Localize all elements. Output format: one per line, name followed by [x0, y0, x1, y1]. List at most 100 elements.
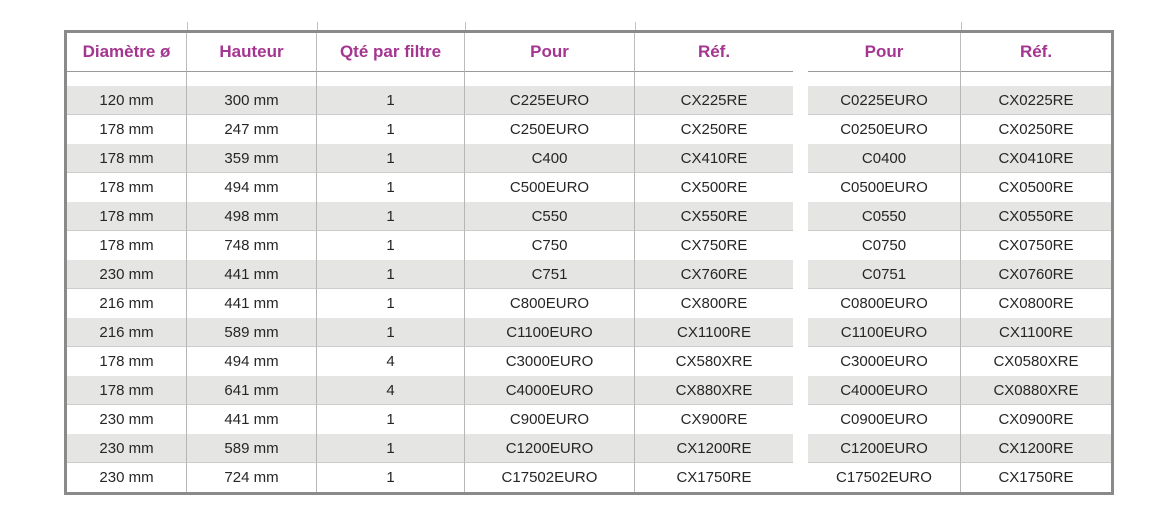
spacer-cell — [317, 72, 465, 86]
table-cell: 178 mm — [67, 144, 187, 173]
table-cell: C4000EURO — [808, 376, 961, 405]
table-cell: 1 — [317, 173, 465, 202]
table-cell: C0250EURO — [808, 115, 961, 144]
table-cell: CX0500RE — [998, 179, 1074, 196]
row-gap — [793, 173, 808, 202]
spacer-cell — [465, 72, 635, 86]
table-cell: 359 mm — [187, 144, 317, 173]
table-cell: 178 mm — [67, 376, 187, 405]
table-cell: CX900RE — [680, 411, 748, 428]
table-cell: 589 mm — [187, 434, 317, 463]
table-cell: CX0550RE — [961, 202, 1111, 231]
table-cell: 441 mm — [187, 289, 317, 318]
table-cell: 230 mm — [67, 463, 187, 492]
table-cell: CX0410RE — [961, 144, 1111, 173]
row-gap — [793, 202, 808, 231]
row-gap — [793, 231, 808, 260]
table-cell: 1 — [317, 115, 465, 144]
table-cell: C0225EURO — [808, 86, 961, 115]
row-gap — [793, 434, 808, 463]
table-cell: C0750 — [808, 231, 961, 260]
row-gap — [793, 318, 808, 347]
table-cell: 300 mm — [187, 86, 317, 115]
table-cell: CX1200RE — [961, 434, 1111, 463]
table-cell: C0550 — [808, 202, 961, 231]
table-cell: 178 mm — [67, 347, 187, 376]
table-cell: CX500RE — [680, 179, 748, 196]
table-cell: 441 mm — [187, 260, 317, 289]
header-hauteur: Hauteur — [187, 33, 317, 72]
table-cell: C0751 — [808, 260, 961, 289]
table-cell: CX1750RE — [998, 469, 1074, 486]
column-divider-stub — [187, 22, 188, 30]
product-filter-table: Diamètre ø Hauteur Qté par filtre Pour R… — [64, 22, 1114, 495]
column-divider-stub — [961, 22, 962, 30]
table-cell: C550 — [465, 202, 635, 231]
table-cell: CX800RE — [680, 295, 748, 312]
table-cell: CX0880XRE — [961, 376, 1111, 405]
table-cell: 1 — [317, 144, 465, 173]
table-cell: 724 mm — [187, 463, 317, 492]
table-cell: CX580XRE — [675, 353, 753, 370]
row-gap — [793, 376, 808, 405]
table-cell: 178 mm — [67, 202, 187, 231]
table-cell: CX0760RE — [961, 260, 1111, 289]
table-cell: CX1100RE — [961, 318, 1111, 347]
table-cell: 494 mm — [187, 347, 317, 376]
table-cell: C17502EURO — [465, 463, 635, 492]
table-cell: CX0800RE — [998, 295, 1074, 312]
table-cell: 589 mm — [187, 318, 317, 347]
table-cell: CX750RE — [680, 237, 748, 254]
table-cell: CX550RE — [635, 202, 793, 231]
table-cell: 1 — [317, 434, 465, 463]
table-cell: C3000EURO — [465, 347, 635, 376]
table-cell: 120 mm — [67, 86, 187, 115]
header-ref-1: Réf. — [635, 33, 793, 72]
row-gap — [793, 115, 808, 144]
table-cell: 178 mm — [67, 173, 187, 202]
table-cell: 4 — [317, 347, 465, 376]
table-cell: C900EURO — [465, 405, 635, 434]
spacer-cell — [808, 72, 961, 86]
table-cell: C4000EURO — [465, 376, 635, 405]
table-cell: C1200EURO — [465, 434, 635, 463]
table-cell: 498 mm — [187, 202, 317, 231]
table-cell: CX1200RE — [635, 434, 793, 463]
table-cell: 230 mm — [67, 434, 187, 463]
table-cell: CX0750RE — [998, 237, 1074, 254]
table-cell: 1 — [317, 231, 465, 260]
table-cell: 178 mm — [67, 231, 187, 260]
spacer-cell — [67, 72, 187, 86]
table-cell: 441 mm — [187, 405, 317, 434]
table-cell: 230 mm — [67, 405, 187, 434]
header-gap-spacer — [793, 33, 808, 72]
table-cell: C0800EURO — [808, 289, 961, 318]
table-cell: C3000EURO — [808, 347, 961, 376]
table-cell: 4 — [317, 376, 465, 405]
header-qte-filtre: Qté par filtre — [317, 33, 465, 72]
table-cell: C800EURO — [465, 289, 635, 318]
table-cell: 216 mm — [67, 289, 187, 318]
table-cell: C750 — [465, 231, 635, 260]
table-cell: 641 mm — [187, 376, 317, 405]
row-gap — [793, 347, 808, 376]
table-cell: C250EURO — [465, 115, 635, 144]
table-cell: 216 mm — [67, 318, 187, 347]
header-diametre: Diamètre ø — [67, 33, 187, 72]
column-divider-stub — [465, 22, 466, 30]
spacer-cell — [961, 72, 1111, 86]
table-cell: 1 — [317, 318, 465, 347]
row-gap — [793, 463, 808, 492]
table-cell: 247 mm — [187, 115, 317, 144]
table-cell: 748 mm — [187, 231, 317, 260]
row-gap — [793, 260, 808, 289]
table-cell: 1 — [317, 86, 465, 115]
table-cell: C225EURO — [465, 86, 635, 115]
row-gap — [793, 86, 808, 115]
table-cell: C17502EURO — [808, 463, 961, 492]
header-pour-1: Pour — [465, 33, 635, 72]
table-cell: 1 — [317, 463, 465, 492]
table-cell: CX225RE — [635, 86, 793, 115]
table-cell: 230 mm — [67, 260, 187, 289]
